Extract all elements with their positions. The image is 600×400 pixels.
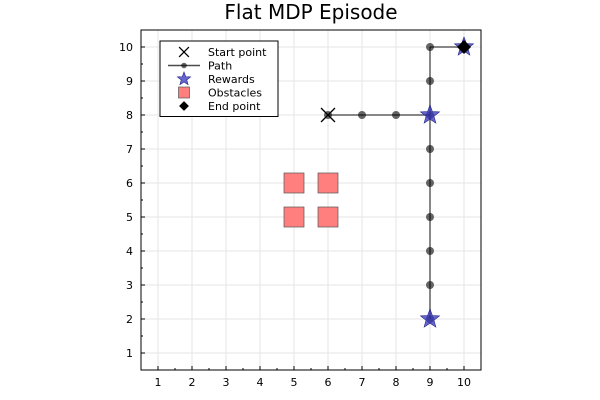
y-tick-label: 6 xyxy=(126,177,133,190)
legend-label: Obstacles xyxy=(208,87,262,100)
start-marker xyxy=(320,107,336,123)
path-point xyxy=(426,145,434,153)
y-tick-label: 8 xyxy=(126,109,133,122)
path-point xyxy=(392,111,400,119)
path-point xyxy=(426,247,434,255)
y-tick-label: 2 xyxy=(126,313,133,326)
obstacle-marker xyxy=(283,172,305,194)
obstacle-marker xyxy=(317,172,339,194)
y-tick-label: 9 xyxy=(126,75,133,88)
legend-marker xyxy=(179,101,189,111)
plot-marks xyxy=(283,36,475,328)
y-tick-labels: 1 2 3 4 5 6 7 8 9 10 xyxy=(119,41,133,360)
y-tick-label: 4 xyxy=(126,245,133,258)
obstacle-marker xyxy=(283,206,305,228)
obstacle-marker xyxy=(317,206,339,228)
x-tick-label: 5 xyxy=(291,376,298,389)
path-point xyxy=(426,213,434,221)
x-tick-label: 2 xyxy=(189,376,196,389)
x-tick-labels: 1 2 3 4 5 6 7 8 9 10 xyxy=(155,376,472,389)
path-point xyxy=(426,77,434,85)
x-tick-label: 3 xyxy=(223,376,230,389)
x-tick-label: 4 xyxy=(257,376,264,389)
x-tick-label: 10 xyxy=(457,376,471,389)
path-point xyxy=(426,281,434,289)
path-point xyxy=(426,179,434,187)
grid-lines xyxy=(141,30,481,370)
x-tick-label: 9 xyxy=(427,376,434,389)
legend-marker xyxy=(176,71,192,86)
x-tick-label: 6 xyxy=(325,376,332,389)
reward-marker xyxy=(419,104,441,124)
chart-title: Flat MDP Episode xyxy=(224,0,397,24)
x-tick-label: 1 xyxy=(155,376,162,389)
end-marker xyxy=(457,40,471,54)
y-tick-label: 1 xyxy=(126,347,133,360)
legend-label: Start point xyxy=(208,46,267,59)
legend-marker xyxy=(178,46,190,58)
path-point xyxy=(426,43,434,51)
legend-marker xyxy=(178,86,190,99)
legend-label: End point xyxy=(208,100,261,113)
x-tick-label: 8 xyxy=(393,376,400,389)
legend-label: Rewards xyxy=(208,73,255,86)
y-tick-label: 5 xyxy=(126,211,133,224)
reward-marker xyxy=(419,308,441,328)
legend-label: Path xyxy=(208,60,232,73)
axes xyxy=(140,29,482,371)
legend-marker xyxy=(181,62,187,69)
y-tick-label: 10 xyxy=(119,41,133,54)
path-point xyxy=(358,111,366,119)
y-tick-label: 3 xyxy=(126,279,133,292)
y-tick-label: 7 xyxy=(126,143,133,156)
x-tick-label: 7 xyxy=(359,376,366,389)
